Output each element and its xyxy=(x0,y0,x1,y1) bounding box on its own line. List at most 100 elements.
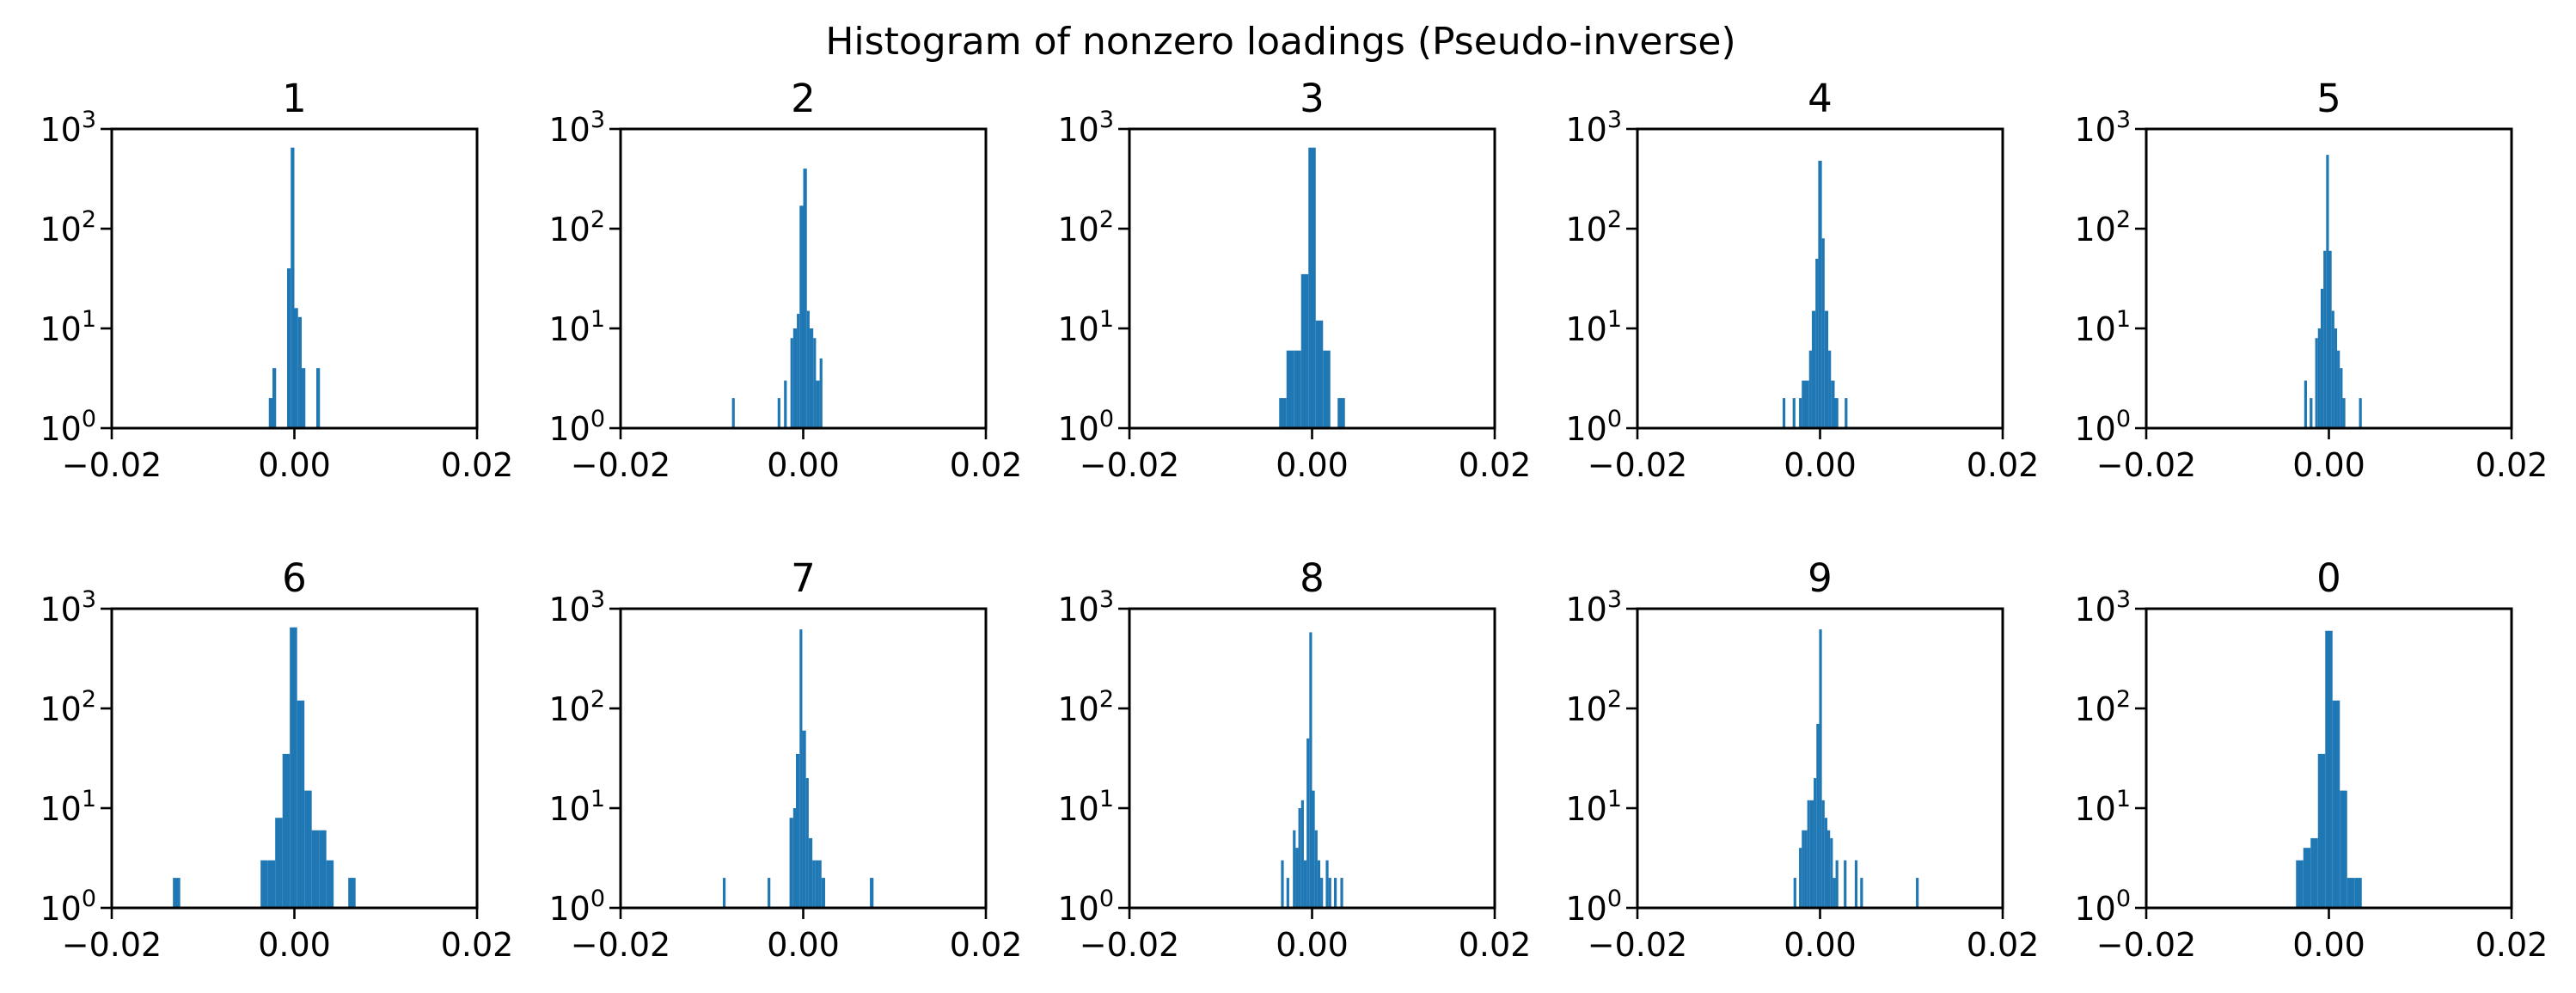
histogram-bar xyxy=(789,818,793,908)
histogram-bar xyxy=(2317,328,2321,428)
y-tick-label: 103 xyxy=(2074,586,2131,628)
histogram-bar xyxy=(1300,273,1309,428)
x-tick-label: −0.02 xyxy=(1588,446,1687,484)
panel-title: 1 xyxy=(282,76,307,121)
histogram-bar xyxy=(1799,398,1802,428)
histogram-bar xyxy=(1824,818,1827,908)
histogram-bar xyxy=(821,878,825,908)
histogram-bar xyxy=(319,830,327,908)
histogram-bar xyxy=(1320,878,1324,908)
x-tick-label: −0.02 xyxy=(2096,446,2196,484)
histogram-bar xyxy=(1315,320,1324,428)
panel-title: 2 xyxy=(791,76,816,121)
y-tick-label: 102 xyxy=(2074,206,2131,248)
histogram-bar xyxy=(1845,398,1848,428)
y-tick-label: 102 xyxy=(40,686,96,728)
histogram-bar xyxy=(1328,878,1331,908)
x-tick-label: −0.02 xyxy=(571,926,670,964)
histogram-bar xyxy=(792,328,798,428)
y-tick-label: 101 xyxy=(2074,786,2131,828)
histogram-bar xyxy=(1799,848,1802,908)
y-tick-label: 100 xyxy=(548,886,605,928)
histogram-panel: 3 −0.02 0.00 0.02 100 101 102 103 xyxy=(1057,76,1531,484)
histogram-bar xyxy=(1816,723,1820,908)
panel-title: 3 xyxy=(1300,76,1325,121)
histogram-bar xyxy=(806,310,810,428)
x-tick-label: 0.00 xyxy=(258,446,331,484)
panel-title: 9 xyxy=(1808,555,1833,601)
histogram-bar xyxy=(1830,837,1833,908)
histogram-bar xyxy=(1279,398,1287,428)
histogram-bar xyxy=(2340,368,2343,428)
histogram-bar xyxy=(1337,398,1345,428)
x-tick-label: 0.00 xyxy=(2292,446,2365,484)
x-tick-label: −0.02 xyxy=(1080,926,1179,964)
x-tick-label: −0.02 xyxy=(1588,926,1687,964)
histogram-bar xyxy=(790,338,793,428)
x-tick-label: 0.02 xyxy=(441,446,514,484)
histogram-bar xyxy=(1804,830,1808,908)
histogram-bar xyxy=(802,730,806,908)
histogram-bar xyxy=(816,380,820,428)
histogram-bar xyxy=(275,818,283,908)
x-tick-label: 0.00 xyxy=(767,926,840,964)
y-tick-label: 101 xyxy=(1565,786,1622,828)
x-tick-label: 0.02 xyxy=(1459,926,1532,964)
x-tick-label: 0.02 xyxy=(441,926,514,964)
histogram-bar xyxy=(2323,250,2327,428)
histogram-bar xyxy=(1809,800,1814,908)
histogram-bar xyxy=(1814,778,1817,908)
histogram-bar xyxy=(1306,738,1310,908)
histogram-bar xyxy=(1323,350,1331,428)
histogram-bar xyxy=(803,169,807,428)
histogram-bar xyxy=(2328,250,2332,428)
histogram-bar xyxy=(348,878,356,908)
panel-title: 5 xyxy=(2316,76,2341,121)
histogram-bar xyxy=(1818,160,1822,429)
histogram-bar xyxy=(1821,238,1825,428)
histogram-panel: 6 −0.02 0.00 0.02 100 101 102 103 xyxy=(40,555,513,964)
x-tick-label: −0.02 xyxy=(571,446,670,484)
histogram-bar xyxy=(297,316,302,428)
figure-title: Histogram of nonzero loadings (Pseudo-in… xyxy=(825,20,1735,64)
histogram-bar xyxy=(173,878,181,908)
histogram-bar xyxy=(2347,878,2355,908)
histogram-bar xyxy=(2334,328,2338,428)
y-tick-label: 100 xyxy=(1565,886,1622,928)
histogram-bar xyxy=(304,790,312,908)
histogram-bar xyxy=(287,268,291,428)
x-tick-label: 0.00 xyxy=(1276,926,1349,964)
y-tick-label: 102 xyxy=(1565,686,1622,728)
histogram-bar xyxy=(1819,629,1822,908)
histogram-bar xyxy=(818,860,822,908)
histogram-bar xyxy=(1782,398,1786,428)
histogram-panel: 9 −0.02 0.00 0.02 100 101 102 103 xyxy=(1565,555,2039,964)
histogram-bar xyxy=(2304,380,2307,428)
histogram-bar xyxy=(1334,878,1337,908)
histogram-bar xyxy=(808,837,813,908)
histogram-bar xyxy=(1792,398,1796,428)
histogram-bar xyxy=(1300,800,1304,908)
histogram-bar xyxy=(2320,288,2324,428)
histogram-bar xyxy=(297,700,305,908)
histogram-bar xyxy=(1312,790,1315,908)
y-tick-label: 101 xyxy=(40,786,96,828)
y-tick-label: 100 xyxy=(2074,886,2131,928)
histogram-bar xyxy=(267,860,276,908)
y-tick-label: 103 xyxy=(40,586,96,628)
histogram-bar xyxy=(797,314,800,428)
panel-title: 0 xyxy=(2316,555,2341,601)
histogram-bar xyxy=(1835,860,1839,908)
histogram-bar xyxy=(784,380,787,428)
y-tick-label: 103 xyxy=(548,586,605,628)
histogram-bar xyxy=(1831,380,1835,428)
x-tick-label: 0.02 xyxy=(1967,446,2040,484)
y-tick-label: 100 xyxy=(1057,886,1114,928)
y-tick-label: 103 xyxy=(548,107,605,149)
histogram-bar xyxy=(2310,837,2318,908)
histogram-bar xyxy=(792,808,796,908)
histogram-bar xyxy=(2326,155,2329,428)
histogram-bar xyxy=(1314,830,1318,908)
histogram-bar xyxy=(302,368,306,428)
